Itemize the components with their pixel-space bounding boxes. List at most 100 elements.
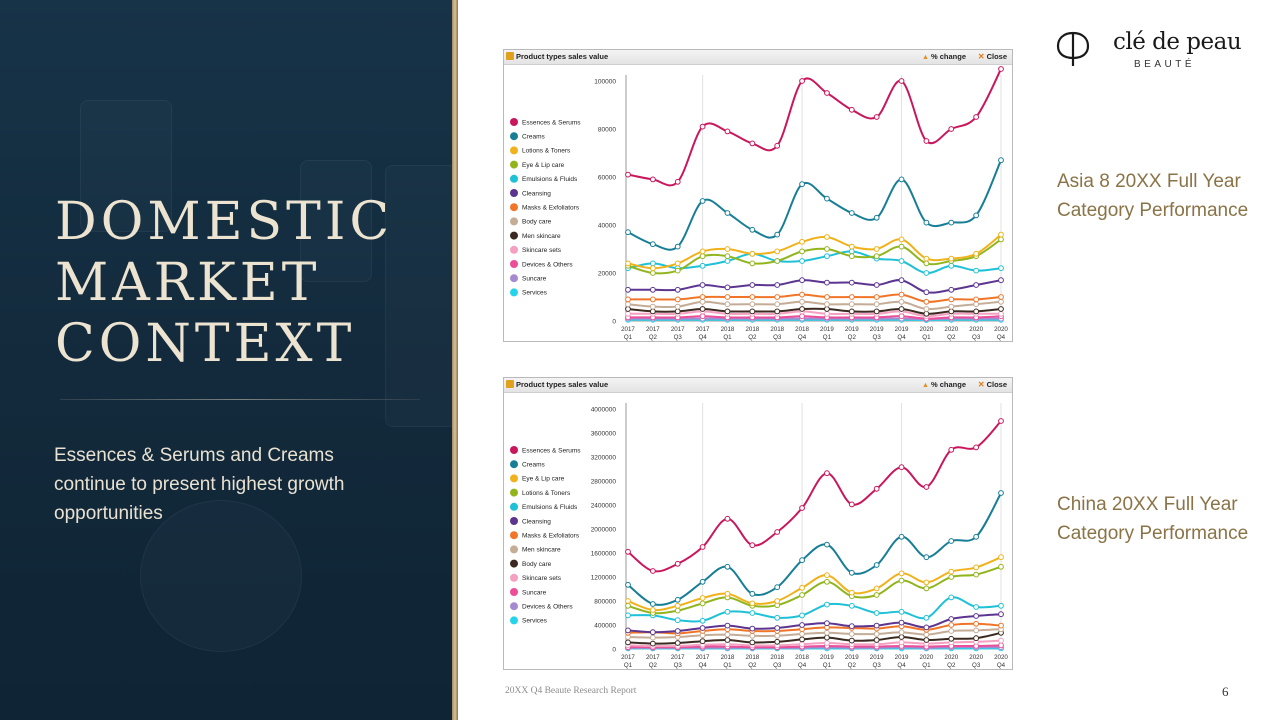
- data-point: [799, 612, 805, 619]
- data-point: [998, 642, 1004, 649]
- data-point: [973, 613, 980, 619]
- data-point: [998, 265, 1004, 272]
- data-point: [799, 238, 805, 245]
- x-tick-label: Q2: [947, 334, 956, 341]
- data-point: [948, 628, 955, 634]
- data-point: [824, 234, 830, 240]
- data-point: [749, 260, 756, 267]
- x-tick-label: Q2: [947, 662, 956, 669]
- data-point: [998, 490, 1004, 496]
- y-tick-label: 40000: [598, 223, 616, 230]
- series-line: [627, 159, 1002, 251]
- data-point: [923, 554, 930, 561]
- data-point: [923, 310, 930, 317]
- data-point: [898, 608, 905, 615]
- close-button[interactable]: Close: [978, 380, 1007, 389]
- x-tick-label: 2017: [696, 326, 710, 333]
- data-point: [774, 625, 781, 631]
- data-point: [749, 610, 756, 616]
- x-tick-label: Q1: [823, 334, 832, 341]
- data-point: [774, 584, 781, 591]
- legend-label: Eye & Lip care: [522, 162, 565, 169]
- data-point: [824, 572, 830, 579]
- data-point: [998, 310, 1004, 317]
- data-point: [848, 589, 855, 596]
- x-tick-label: Q1: [723, 334, 732, 341]
- legend-swatch: [510, 160, 518, 169]
- x-tick-label: Q3: [773, 662, 782, 669]
- chart-icon: [506, 52, 514, 60]
- data-point: [774, 529, 781, 535]
- legend-label: Cleansing: [522, 190, 551, 197]
- y-tick-label: 2400000: [591, 503, 617, 510]
- data-point: [774, 142, 781, 149]
- x-tick-label: 2020: [944, 326, 958, 333]
- data-point: [649, 601, 656, 607]
- x-tick-label: Q1: [723, 662, 732, 669]
- legend-swatch: [510, 531, 518, 540]
- legend-label: Eye & Lip care: [522, 476, 565, 483]
- data-point: [973, 564, 980, 571]
- data-point: [923, 624, 930, 631]
- data-point: [774, 231, 781, 238]
- data-point: [923, 219, 930, 226]
- data-point: [649, 270, 656, 276]
- data-point: [898, 533, 905, 540]
- x-tick-label: 2018: [795, 326, 809, 333]
- series-line: [627, 631, 1002, 645]
- y-tick-label: 0: [612, 647, 616, 654]
- legend-swatch: [510, 231, 518, 240]
- legend-swatch: [510, 274, 518, 283]
- data-point: [873, 301, 880, 308]
- data-point: [923, 255, 930, 262]
- x-tick-label: 2019: [820, 326, 834, 333]
- data-point: [848, 631, 855, 637]
- close-button[interactable]: Close: [978, 52, 1007, 61]
- percent-change-button[interactable]: % change: [922, 380, 966, 389]
- data-point: [724, 563, 731, 570]
- data-point: [674, 602, 681, 609]
- data-point: [625, 310, 631, 317]
- data-point: [898, 243, 905, 250]
- legend-label: Body care: [522, 561, 552, 568]
- data-point: [674, 296, 681, 303]
- data-point: [923, 289, 930, 296]
- data-point: [873, 585, 880, 592]
- chart-panel-title: Product types sales value: [516, 52, 609, 61]
- legend-swatch: [510, 616, 518, 625]
- data-point: [973, 212, 980, 219]
- data-point: [625, 627, 631, 634]
- data-point: [973, 296, 980, 303]
- title-line: DOMESTIC: [55, 192, 394, 252]
- data-point: [649, 241, 656, 248]
- data-point: [923, 484, 930, 490]
- data-point: [824, 634, 830, 641]
- data-point: [824, 640, 830, 646]
- legend-label: Services: [522, 618, 548, 625]
- legend-swatch: [510, 245, 518, 254]
- data-point: [824, 601, 830, 608]
- data-point: [973, 604, 980, 610]
- data-point: [873, 622, 880, 629]
- legend-label: Body care: [522, 219, 552, 226]
- series-line: [628, 279, 1002, 294]
- data-point: [625, 306, 631, 312]
- legend-label: Essences & Serums: [522, 119, 581, 126]
- percent-change-button[interactable]: % change: [922, 52, 966, 61]
- data-point: [799, 557, 805, 564]
- data-point: [724, 622, 731, 629]
- x-tick-label: 2018: [745, 654, 759, 661]
- y-tick-label: 2800000: [591, 479, 617, 486]
- x-tick-label: Q3: [972, 334, 981, 341]
- data-point: [799, 313, 805, 320]
- data-point: [649, 607, 656, 613]
- data-point: [625, 602, 631, 609]
- data-point: [848, 623, 855, 630]
- y-tick-label: 0: [612, 319, 616, 326]
- legend-label: Cleansing: [522, 518, 551, 525]
- data-point: [774, 282, 781, 288]
- data-point: [998, 622, 1004, 629]
- data-point: [749, 294, 756, 300]
- x-tick-label: Q3: [674, 662, 683, 669]
- data-point: [774, 598, 781, 604]
